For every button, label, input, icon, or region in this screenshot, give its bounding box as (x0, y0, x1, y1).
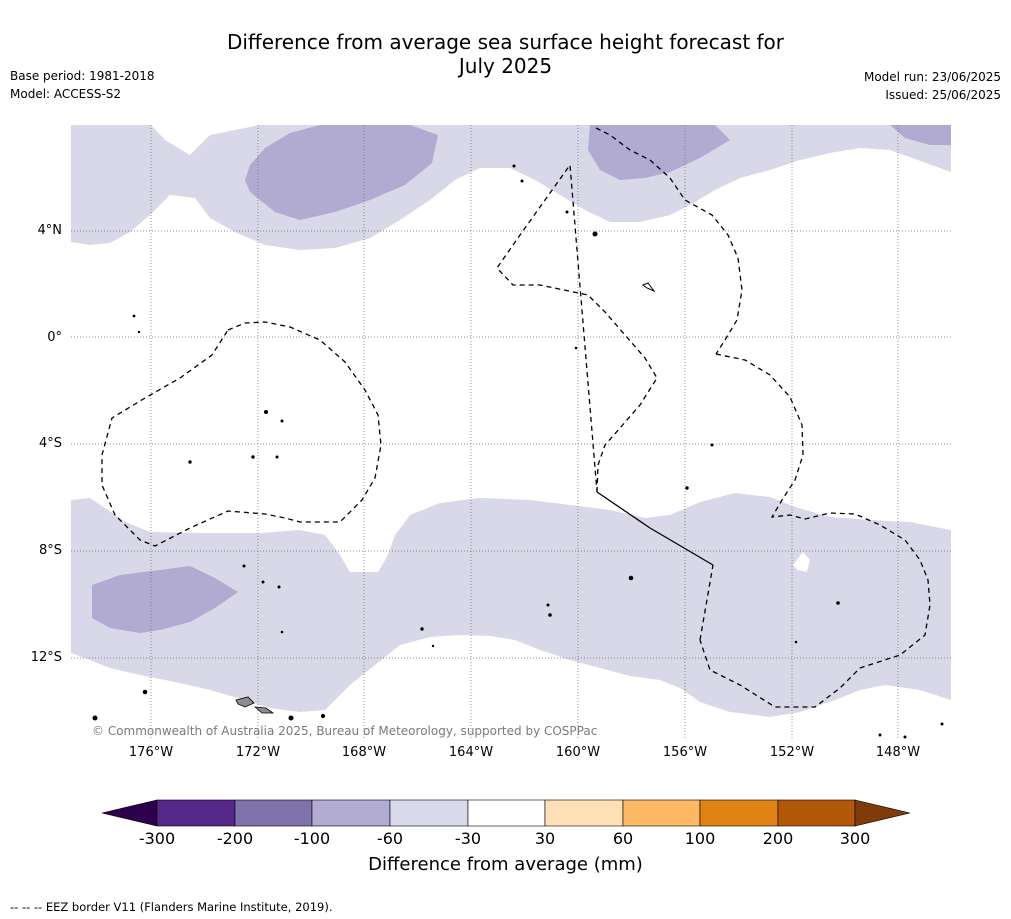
lat-label-4s: 4°S (38, 436, 62, 451)
colorbar-tick: -300 (138, 829, 176, 848)
meta-right: Model run: 23/06/2025 Issued: 25/06/2025 (864, 68, 1001, 104)
map-title: Difference from average sea surface heig… (0, 30, 1011, 78)
lon-label-152w: 152°W (769, 745, 815, 760)
anomaly-south-pocket (793, 552, 810, 572)
colorbar (101, 799, 911, 827)
colorbar-tick: -30 (454, 829, 482, 848)
colorbar-bin-1 (156, 799, 236, 827)
model-name: Model: ACCESS-S2 (10, 87, 122, 101)
title-line-1: Difference from average sea surface heig… (226, 30, 785, 54)
title-line-2: July 2025 (458, 54, 553, 78)
model-run: Model run: 23/06/2025 (863, 70, 1001, 84)
colorbar-extend-high (854, 799, 911, 827)
issued-date: Issued: 25/06/2025 (885, 88, 1001, 102)
colorbar-extend-low (101, 799, 158, 827)
map-area (71, 125, 951, 740)
anomaly-south-light (71, 493, 951, 717)
base-period: Base period: 1981-2018 (10, 69, 155, 83)
colorbar-bin-2 (234, 799, 313, 827)
lon-label-148w: 148°W (875, 745, 921, 760)
colorbar-bin-6 (544, 799, 624, 827)
colorbar-bin-7 (622, 799, 701, 827)
colorbar-tick: -100 (293, 829, 331, 848)
anomaly-north-mid-2 (588, 125, 730, 180)
colorbar-bin-9 (777, 799, 856, 827)
eez-footnote: -- -- -- EEZ border V11 (Flanders Marine… (10, 900, 333, 914)
graticule (71, 125, 951, 740)
anomaly-north-mid-3 (890, 125, 951, 145)
colorbar-tick: 30 (534, 829, 556, 848)
lat-label-8s: 8°S (38, 543, 62, 558)
colorbar-tick: 200 (762, 829, 794, 848)
colorbar-label: Difference from average (mm) (368, 854, 643, 875)
eez-boundary-solid (596, 491, 714, 566)
meta-left: Base period: 1981-2018 Model: ACCESS-S2 (10, 67, 155, 103)
anomaly-south-mid (92, 566, 238, 633)
samoa-island-east (253, 706, 275, 714)
lat-label-4n: 4°N (37, 223, 63, 238)
lon-label-172w: 172°W (235, 745, 281, 760)
lat-label-0: 0° (47, 330, 62, 345)
islands (92, 164, 944, 739)
colorbar-bin-8 (699, 799, 779, 827)
colorbar-tick: 60 (612, 829, 634, 848)
colorbar-tick: -200 (216, 829, 254, 848)
eez-boundary-central (496, 127, 931, 708)
colorbar-tick: 300 (839, 829, 871, 848)
copyright-notice: © Commonwealth of Australia 2025, Bureau… (92, 724, 598, 738)
colorbar-tick: 100 (684, 829, 716, 848)
lon-label-164w: 164°W (448, 745, 494, 760)
lon-label-176w: 176°W (128, 745, 174, 760)
eez-borders (101, 127, 931, 708)
colorbar-bin-4 (389, 799, 469, 827)
lon-label-156w: 156°W (662, 745, 708, 760)
anomaly-north-mid-1 (245, 125, 438, 220)
samoa-island-west (235, 696, 255, 708)
lat-label-12s: 12°S (30, 650, 62, 665)
lon-label-160w: 160°W (555, 745, 601, 760)
lon-label-168w: 168°W (341, 745, 387, 760)
colorbar-bin-5 (467, 799, 546, 827)
colorbar-bin-3 (311, 799, 391, 827)
colorbar-tick: -60 (376, 829, 404, 848)
